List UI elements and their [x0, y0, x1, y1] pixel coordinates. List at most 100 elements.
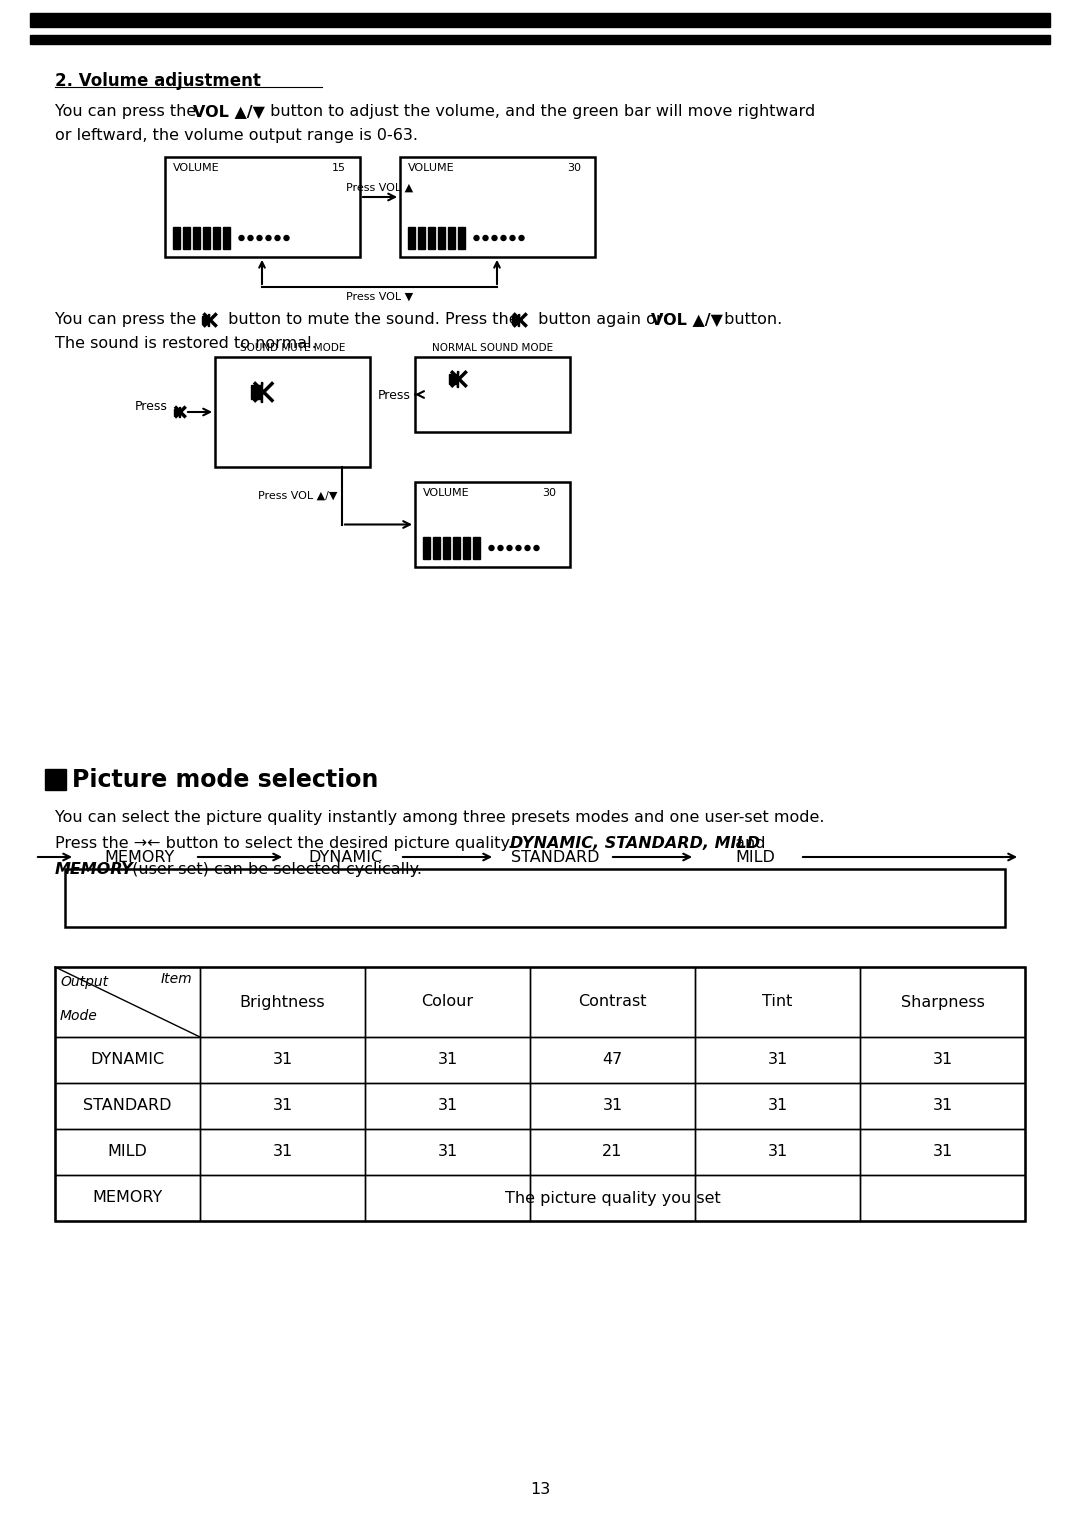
Text: MEMORY: MEMORY [93, 1191, 163, 1205]
Bar [860, 1037, 1025, 1083]
Text: SOUND MUTE MODE: SOUND MUTE MODE [240, 344, 346, 353]
Circle shape [492, 235, 497, 240]
Bar [458, 228, 465, 249]
Text: Sharpness: Sharpness [901, 994, 985, 1009]
Bar [203, 228, 210, 249]
Polygon shape [457, 371, 458, 386]
Text: 30: 30 [567, 163, 581, 173]
Text: DYNAMIC, STANDARD, MILD: DYNAMIC, STANDARD, MILD [510, 835, 760, 851]
Bar [251, 385, 260, 399]
Circle shape [266, 235, 271, 240]
Bar [473, 538, 480, 559]
Text: Tint: Tint [762, 994, 793, 1009]
Text: 15: 15 [332, 163, 346, 173]
Bar [365, 967, 530, 1037]
Text: Press: Press [378, 389, 410, 402]
Bar [860, 1128, 1025, 1174]
Bar [200, 1037, 365, 1083]
Bar [433, 538, 440, 559]
Text: DYNAMIC: DYNAMIC [308, 849, 382, 864]
Text: button to mute the sound. Press the: button to mute the sound. Press the [222, 312, 524, 327]
Text: Contrast: Contrast [578, 994, 647, 1009]
Text: MILD: MILD [735, 849, 775, 864]
Circle shape [474, 235, 480, 240]
Bar [696, 1083, 860, 1128]
Text: MILD: MILD [108, 1145, 148, 1159]
Circle shape [516, 545, 521, 551]
Text: 2. Volume adjustment: 2. Volume adjustment [55, 72, 261, 90]
Text: or leftward, the volume output range is 0-63.: or leftward, the volume output range is … [55, 128, 418, 144]
Text: Brightness: Brightness [240, 994, 325, 1009]
Bar [200, 967, 365, 1037]
Text: STANDARD: STANDARD [83, 1098, 172, 1113]
Circle shape [257, 235, 262, 240]
Bar [860, 1174, 1025, 1222]
Bar [183, 228, 190, 249]
Bar [530, 1174, 696, 1222]
Bar [415, 357, 570, 432]
Circle shape [248, 235, 253, 240]
Bar [860, 967, 1025, 1037]
Bar [55, 1174, 200, 1222]
Polygon shape [260, 382, 262, 402]
Text: You can press the: You can press the [55, 104, 201, 119]
Bar [408, 228, 415, 249]
Text: and: and [730, 835, 766, 851]
Text: 31: 31 [437, 1098, 458, 1113]
Bar [200, 1128, 365, 1174]
Text: 31: 31 [603, 1098, 623, 1113]
Text: STANDARD: STANDARD [511, 849, 599, 864]
Text: MEMORY: MEMORY [105, 849, 175, 864]
Bar [30, 35, 1050, 44]
Text: Press VOL ▲/▼: Press VOL ▲/▼ [258, 490, 337, 501]
Text: 31: 31 [437, 1052, 458, 1067]
Text: VOLUME: VOLUME [423, 489, 470, 498]
Bar [365, 1174, 530, 1222]
Text: Press the →← button to select the desired picture quality.: Press the →← button to select the desire… [55, 835, 518, 851]
Bar [165, 157, 360, 257]
Text: 31: 31 [272, 1145, 293, 1159]
Text: 31: 31 [768, 1052, 787, 1067]
Bar [55, 1128, 200, 1174]
Circle shape [275, 235, 280, 240]
Bar [449, 374, 457, 385]
Circle shape [284, 235, 289, 240]
Text: MEMORY: MEMORY [55, 863, 134, 876]
Bar [55, 1083, 200, 1128]
Bar [696, 1128, 860, 1174]
Bar [530, 1083, 696, 1128]
Bar [173, 228, 180, 249]
Circle shape [483, 235, 488, 240]
Circle shape [519, 235, 524, 240]
Circle shape [489, 545, 494, 551]
Bar [45, 770, 66, 789]
Text: The sound is restored to normal.: The sound is restored to normal. [55, 336, 316, 351]
Circle shape [507, 545, 512, 551]
Text: button again or: button again or [534, 312, 667, 327]
Text: You can select the picture quality instantly among three presets modes and one u: You can select the picture quality insta… [55, 809, 824, 825]
Text: Mode: Mode [60, 1009, 98, 1023]
Bar [512, 316, 518, 324]
Text: VOL ▲/▼: VOL ▲/▼ [193, 104, 265, 119]
Text: VOLUME: VOLUME [408, 163, 455, 173]
Circle shape [239, 235, 244, 240]
Bar [400, 157, 595, 257]
Polygon shape [457, 371, 458, 386]
Bar [438, 228, 445, 249]
Circle shape [501, 235, 507, 240]
Bar [443, 538, 450, 559]
Text: button.: button. [719, 312, 782, 327]
Text: 31: 31 [272, 1098, 293, 1113]
Text: 31: 31 [768, 1098, 787, 1113]
Text: NORMAL SOUND MODE: NORMAL SOUND MODE [432, 344, 553, 353]
Circle shape [525, 545, 530, 551]
Bar [696, 1174, 860, 1222]
Text: The picture quality you set: The picture quality you set [504, 1191, 720, 1205]
Text: Press VOL ▲: Press VOL ▲ [347, 183, 414, 192]
Text: Press VOL ▼: Press VOL ▼ [346, 292, 413, 302]
Text: You can press the: You can press the [55, 312, 201, 327]
Text: Colour: Colour [421, 994, 473, 1009]
Text: VOLUME: VOLUME [173, 163, 219, 173]
Circle shape [498, 545, 503, 551]
Text: 31: 31 [932, 1145, 953, 1159]
